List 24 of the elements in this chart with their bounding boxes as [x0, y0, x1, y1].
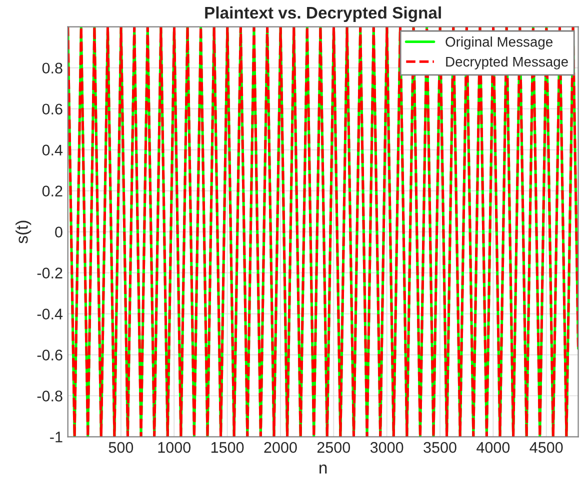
- x-tick-label: 2500: [317, 442, 350, 453]
- x-tick-label: 1000: [158, 442, 191, 453]
- x-tick-label: 1500: [211, 442, 244, 453]
- x-axis-title: n: [320, 464, 327, 474]
- y-tick-label: -1: [50, 432, 62, 442]
- y-tick-label: 0: [55, 226, 62, 238]
- y-tick-label: 0.2: [42, 186, 62, 196]
- y-tick-label: 0.4: [42, 144, 63, 156]
- x-tick-label: 500: [108, 442, 134, 453]
- chart-title: Plaintext vs. Decrypted Signal: [205, 6, 441, 22]
- y-tick-label: -0.6: [37, 350, 62, 360]
- x-tick-label: 4000: [476, 442, 510, 453]
- legend-label: Decrypted Message: [446, 56, 568, 70]
- y-tick-label: -0.8: [37, 390, 62, 402]
- x-tick-label: 3500: [424, 442, 456, 453]
- y-tick-label: 0.6: [42, 104, 62, 115]
- x-tick-label: 2000: [264, 442, 297, 453]
- y-tick-label: 0.8: [42, 62, 62, 74]
- y-axis-title: s(t): [16, 220, 32, 244]
- legend-label: Original Message: [446, 36, 552, 50]
- x-tick-label: 3000: [370, 442, 404, 453]
- y-tick-label: -0.4: [37, 308, 63, 320]
- x-tick-label: 4500: [530, 442, 563, 453]
- y-tick-label: -0.2: [37, 268, 62, 278]
